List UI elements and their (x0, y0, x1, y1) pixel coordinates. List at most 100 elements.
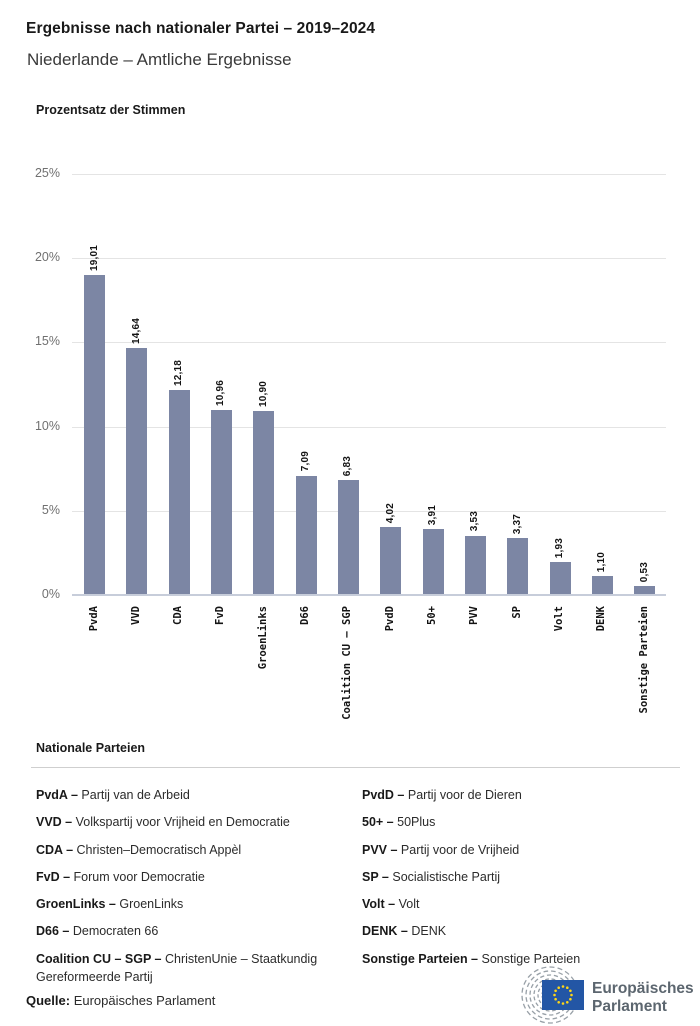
party-name: GroenLinks (119, 897, 184, 911)
party-name: Democraten 66 (72, 924, 159, 939)
bar-value-label: 10,96 (215, 380, 227, 407)
legend-column-left: PvdA – Partij van de Arbeid VVD – Volksp… (36, 786, 358, 996)
bar-value-label: 1,10 (596, 552, 608, 573)
x-axis-tick-label: Sonstige Parteien (637, 606, 650, 714)
party-abbr: FvD – (36, 869, 71, 884)
bar-value-label: 19,01 (88, 244, 100, 271)
party-name: ChristenUnie – Staatkundig Gereformeerde… (36, 951, 318, 985)
party-abbr: Coalition CU – SGP – (36, 951, 162, 966)
party-name: Forum voor Democratie (73, 869, 205, 884)
logo-text-line2: Parlament (592, 998, 667, 1015)
gridline (72, 342, 666, 344)
gridline (72, 258, 666, 260)
legend-item: PVV – Partij voor de Vrijheid (362, 841, 680, 860)
party-name: Christen–Democratisch Appèl (76, 842, 242, 857)
bar-value-label: 3,53 (469, 511, 481, 532)
x-axis-line (72, 594, 666, 596)
bar-DENK (591, 576, 613, 594)
x-axis-tick-label: PVV (468, 606, 481, 625)
y-axis-tick-label: 5% (41, 502, 60, 517)
eu-flag-stars (553, 985, 573, 1005)
party-name: Partij voor de Vrijheid (400, 842, 520, 857)
bar-value-label: 1,93 (554, 538, 566, 559)
bar-VVD (126, 348, 148, 594)
bar-CDA (168, 389, 190, 594)
party-name: Volkspartij voor Vrijheid en Democratie (75, 815, 290, 830)
y-axis-tick-label: 20% (34, 250, 60, 265)
party-abbr: VVD – (36, 815, 73, 830)
party-abbr: PvdA – (36, 788, 78, 802)
bar-PvdD (380, 527, 402, 594)
bar-FvD (210, 410, 232, 594)
source-text: Europäisches Parlament (73, 993, 216, 1008)
party-abbr: Sonstige Parteien – (362, 951, 479, 966)
bar-value-label: 12,18 (173, 359, 185, 386)
legend-item: 50+ – 50Plus (362, 813, 680, 832)
x-axis-tick-label: Volt (553, 606, 566, 632)
party-name: DENK (411, 924, 447, 939)
legend-item: GroenLinks – GroenLinks (36, 895, 358, 914)
bar-value-label: 7,09 (300, 451, 312, 472)
bar-PVV (464, 535, 486, 594)
legend-item: Coalition CU – SGP – ChristenUnie – Staa… (36, 950, 358, 988)
bar-50+ (422, 529, 444, 594)
legend-item: CDA – Christen–Democratisch Appèl (36, 841, 358, 860)
party-abbr: PvdD – (362, 788, 405, 802)
bar-chart: 0% 5% 10% 15% 20% 25% 19,01 PvdA 14,64 VVD 12,18 CD… (0, 130, 700, 730)
european-parliament-logo: Europäisches Parlament (521, 966, 694, 1024)
legend-divider (31, 767, 680, 768)
x-axis-tick-label: PvdD (383, 606, 396, 632)
page-subtitle: Niederlande – Amtliche Ergebnisse (27, 50, 292, 69)
bar-value-label: 0,53 (638, 561, 650, 583)
source-line: Quelle: Europäisches Parlament (26, 993, 215, 1008)
x-axis-tick-label: PvdA (87, 606, 100, 632)
bar-D66 (295, 475, 317, 594)
bar-value-label: 14,64 (130, 318, 142, 345)
legend-column-right: PvdD – Partij voor de Dieren 50+ – 50Plu… (362, 786, 680, 977)
y-axis-tick-label: 25% (34, 166, 60, 180)
gridline (72, 426, 666, 428)
x-axis-tick-label: CDA (172, 606, 185, 625)
bar-value-label: 3,91 (427, 504, 439, 526)
x-axis-tick-label: FvD (214, 606, 227, 625)
bar-Coalition CU – SGP (337, 479, 359, 594)
legend-item: VVD – Volkspartij voor Vrijheid en Democ… (36, 813, 358, 832)
party-name: 50Plus (397, 815, 436, 830)
gridline (72, 174, 666, 175)
party-name: Volt (398, 897, 420, 911)
x-axis-tick-label: D66 (299, 606, 312, 625)
party-name: Partij van de Arbeid (81, 788, 190, 802)
bar-value-label: 4,02 (384, 503, 396, 524)
party-abbr: PVV – (362, 842, 398, 857)
y-axis-tick-label: 10% (34, 418, 60, 433)
bar-value-label: 3,37 (511, 513, 523, 535)
x-axis-tick-label: SP (510, 606, 523, 619)
legend-item: SP – Socialistische Partij (362, 868, 680, 887)
party-abbr: D66 – (36, 924, 70, 939)
legend-item: Volt – Volt (362, 895, 680, 914)
bar-Sonstige Parteien (634, 586, 656, 594)
bar-PvdA (84, 274, 105, 594)
party-name: Partij voor de Dieren (407, 788, 522, 802)
legend-item: D66 – Democraten 66 (36, 922, 358, 941)
legend-item: FvD – Forum voor Democratie (36, 868, 358, 887)
chart-title: Prozentsatz der Stimmen (36, 103, 186, 117)
party-abbr: Volt – (362, 897, 396, 911)
x-axis-tick-label: 50+ (426, 606, 439, 625)
legend-item: DENK – DENK (362, 922, 680, 941)
source-label: Quelle: (26, 993, 71, 1008)
party-abbr: 50+ – (362, 815, 394, 830)
party-abbr: DENK – (362, 924, 408, 939)
party-abbr: SP – (362, 869, 389, 884)
bar-value-label: 6,83 (342, 455, 354, 476)
eu-flag-icon (542, 980, 584, 1010)
bar-SP (507, 538, 529, 594)
x-axis-tick-label: GroenLinks (256, 606, 269, 670)
gridline (72, 510, 666, 512)
party-name: Sonstige Parteien (481, 951, 581, 966)
party-name: Socialistische Partij (392, 869, 501, 884)
y-axis-tick-label: 15% (34, 334, 60, 349)
legend-item: PvdD – Partij voor de Dieren (362, 786, 680, 805)
bar-Volt (549, 562, 571, 594)
party-abbr: GroenLinks – (36, 897, 116, 911)
